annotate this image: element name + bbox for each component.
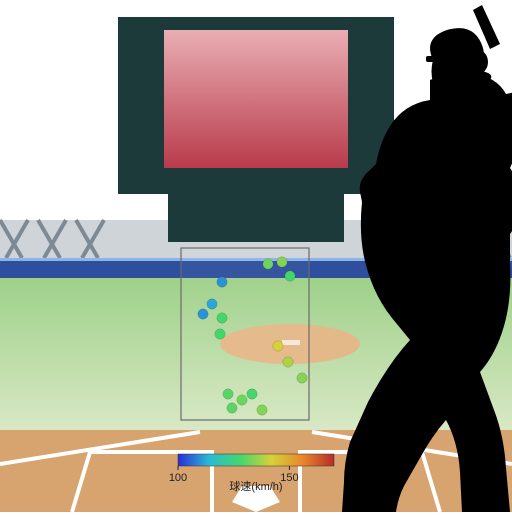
pitch-marker	[297, 373, 307, 383]
scoreboard-screen	[164, 30, 348, 168]
pitch-marker	[285, 271, 295, 281]
pitch-marker	[215, 329, 225, 339]
pitch-marker	[217, 277, 227, 287]
pitch-marker	[207, 299, 217, 309]
pitch-marker	[263, 259, 273, 269]
svg-text:100: 100	[169, 472, 187, 484]
scoreboard-support	[168, 194, 344, 242]
pitch-marker	[257, 405, 267, 415]
pitch-marker	[223, 389, 233, 399]
pitch-marker	[283, 357, 293, 367]
pitch-marker	[198, 309, 208, 319]
svg-text:150: 150	[280, 472, 298, 484]
pitch-marker	[277, 257, 287, 267]
legend-label: 球速(km/h)	[229, 479, 282, 493]
pitch-marker	[247, 389, 257, 399]
pitch-marker	[273, 341, 283, 351]
pitch-marker	[217, 313, 227, 323]
pitch-marker	[237, 395, 247, 405]
legend-bar	[178, 454, 334, 466]
pitch-marker	[227, 403, 237, 413]
pitch-location-diagram: 100 150 球速(km/h)	[0, 0, 512, 512]
